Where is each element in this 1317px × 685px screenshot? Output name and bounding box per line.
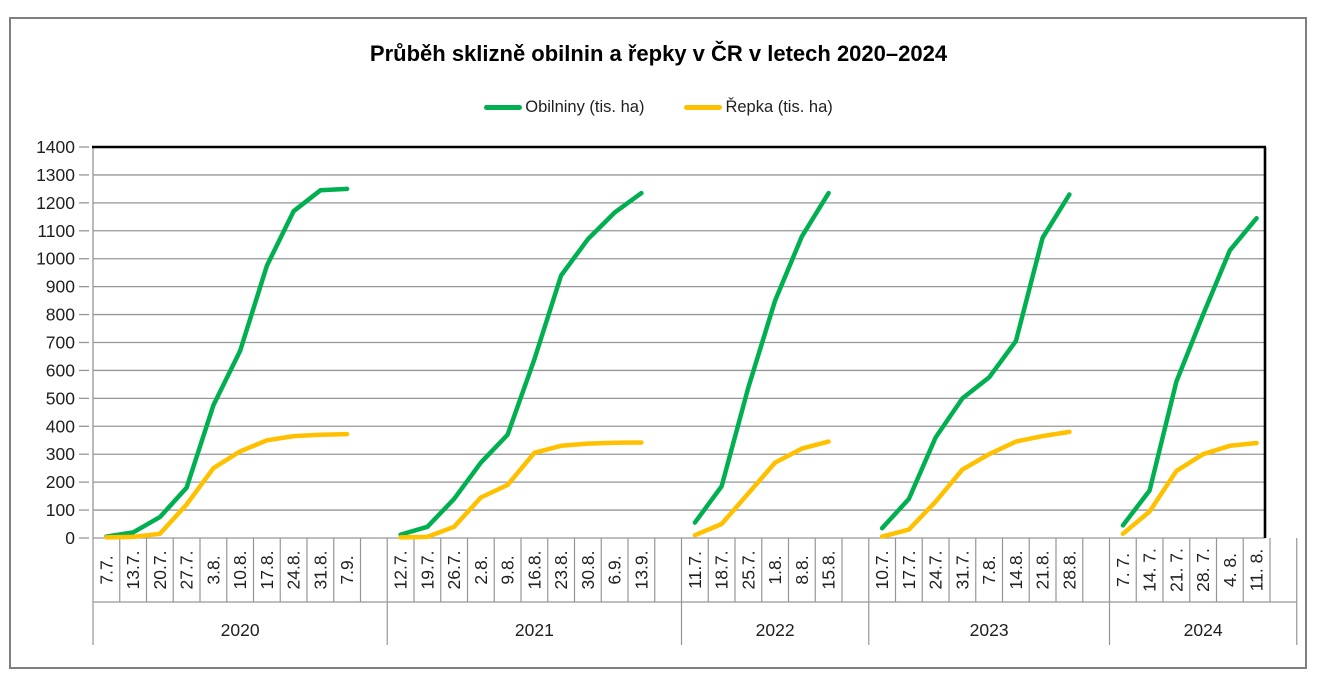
series-line-obilniny-2022	[692, 190, 831, 525]
year-label: 2022	[756, 620, 795, 640]
y-axis-tick-label: 400	[46, 416, 75, 436]
series-line-repka-2023	[879, 429, 1072, 539]
y-axis-tick-label: 600	[46, 360, 75, 380]
repka-line-swatch-icon	[684, 105, 723, 110]
series-line-repka-2021	[398, 440, 644, 540]
series-line-repka-2022	[692, 439, 831, 538]
legend-item-repka: Řepka (tis. ha)	[684, 98, 833, 117]
date-tick-label: 9.8.	[498, 555, 518, 584]
date-tick-label: 21. 7.	[1166, 548, 1186, 592]
y-axis-tick-label: 800	[46, 305, 75, 325]
date-tick-label: 28.8.	[1059, 551, 1079, 590]
date-tick-label: 25.7.	[738, 551, 758, 590]
figure-border	[9, 17, 1307, 669]
date-tick-label: 30.8.	[578, 551, 598, 590]
date-tick-label: 4. 8.	[1220, 553, 1240, 587]
legend-item-obilniny: Obilniny (tis. ha)	[484, 98, 644, 117]
obilniny-line-swatch-icon	[484, 105, 523, 110]
year-label: 2024	[1184, 620, 1223, 640]
legend-label-repka: Řepka (tis. ha)	[725, 98, 833, 116]
series-line-repka-2024	[1120, 440, 1259, 537]
y-axis-tick-label: 100	[46, 500, 75, 520]
date-tick-label: 27.7.	[177, 551, 197, 590]
date-tick-label: 24.7.	[926, 551, 946, 590]
date-tick-label: 7.7.	[96, 555, 116, 584]
date-tick-label: 19.7.	[417, 551, 437, 590]
y-axis-tick-label: 1400	[36, 137, 75, 157]
date-tick-label: 7.9.	[337, 555, 357, 584]
date-tick-label: 21.8.	[1033, 551, 1053, 590]
date-tick-label: 14. 7.	[1140, 548, 1160, 592]
date-tick-label: 6.9.	[605, 555, 625, 584]
date-tick-label: 2.8.	[471, 555, 491, 584]
y-axis-tick-label: 0	[65, 528, 75, 548]
year-label: 2023	[970, 620, 1009, 640]
date-tick-label: 11. 8.	[1247, 549, 1267, 592]
y-axis-tick-label: 1000	[36, 249, 75, 269]
date-tick-label: 16.8.	[524, 551, 544, 590]
y-axis-tick-label: 1100	[37, 221, 75, 241]
y-axis-tick-label: 1300	[36, 165, 75, 185]
date-tick-label: 14.8.	[1006, 551, 1026, 590]
date-tick-label: 10.7.	[872, 551, 892, 590]
y-axis-tick-label: 300	[46, 444, 75, 464]
date-tick-label: 7. 7.	[1113, 553, 1133, 587]
series-line-obilniny-2023	[879, 192, 1072, 531]
date-tick-label: 13.9.	[631, 551, 651, 590]
date-tick-label: 8.8.	[792, 555, 812, 584]
year-label: 2020	[221, 620, 260, 640]
date-tick-label: 17.8.	[257, 551, 277, 590]
date-tick-label: 3.8.	[203, 555, 223, 584]
date-tick-label: 26.7.	[444, 551, 464, 590]
series-line-repka-2020	[104, 431, 350, 540]
date-tick-label: 15.8.	[819, 551, 839, 590]
date-tick-label: 7.8.	[979, 555, 999, 584]
legend: Obilniny (tis. ha) Řepka (tis. ha)	[0, 98, 1317, 117]
series-line-obilniny-2024	[1120, 215, 1259, 528]
year-label: 2021	[515, 620, 554, 640]
chart-title: Průběh sklizně obilnin a řepky v ČR v le…	[369, 41, 948, 66]
date-tick-label: 31.7.	[952, 551, 972, 590]
date-tick-label: 31.8.	[310, 551, 330, 590]
y-axis-tick-label: 900	[46, 277, 75, 297]
date-tick-label: 20.7.	[150, 551, 170, 590]
date-tick-label: 13.7.	[123, 551, 143, 590]
date-tick-label: 11.7.	[685, 551, 705, 589]
series-line-obilniny-2021	[398, 190, 644, 537]
date-tick-label: 18.7.	[712, 551, 732, 590]
y-axis-tick-label: 1200	[36, 193, 75, 213]
date-tick-label: 17.7.	[899, 551, 919, 590]
date-tick-label: 28. 7.	[1193, 548, 1213, 592]
date-tick-label: 10.8.	[230, 551, 250, 590]
y-axis-tick-label: 200	[46, 472, 75, 492]
date-tick-label: 24.8.	[284, 551, 304, 590]
legend-label-obilniny: Obilniny (tis. ha)	[525, 98, 645, 116]
series-line-obilniny-2020	[104, 186, 350, 539]
date-tick-label: 1.8.	[765, 555, 785, 584]
date-tick-label: 12.7.	[391, 551, 411, 590]
y-axis-tick-label: 700	[46, 333, 75, 353]
y-axis-tick-label: 500	[46, 388, 75, 408]
date-tick-label: 23.8.	[551, 551, 571, 590]
